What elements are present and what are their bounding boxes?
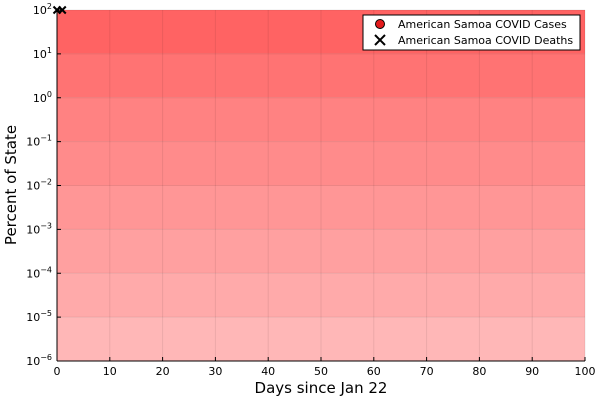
y-tick-label: 10−6: [26, 353, 52, 368]
x-tick-label: 80: [472, 365, 486, 378]
x-axis-title: Days since Jan 22: [255, 379, 388, 397]
legend: American Samoa COVID Cases American Samo…: [362, 14, 581, 51]
y-tick-label: 100: [33, 90, 52, 105]
x-tick-label: 20: [156, 365, 170, 378]
y-tick-label: 102: [33, 2, 52, 17]
x-tick-label: 90: [525, 365, 539, 378]
legend-box: [362, 14, 581, 51]
axes: [56, 9, 586, 362]
background-band: [57, 317, 585, 361]
y-tick-label: 10−1: [26, 134, 52, 149]
y-tick-label: 101: [33, 46, 52, 61]
x-tick-label: 100: [575, 365, 596, 378]
background-band: [57, 97, 585, 142]
x-tick-label: 0: [54, 365, 61, 378]
background-bands: [57, 10, 585, 361]
x-tick-label: 50: [314, 365, 328, 378]
data-marks: [52, 5, 67, 15]
legend-label-deaths: American Samoa COVID Deaths: [398, 34, 573, 47]
x-tick-label: 10: [103, 365, 117, 378]
y-tick-label: 10−4: [26, 265, 52, 280]
background-band: [57, 141, 585, 186]
background-band: [57, 185, 585, 230]
death-point: [58, 5, 67, 15]
x-tick-label: 60: [367, 365, 381, 378]
legend-marker-deaths: [374, 34, 386, 46]
y-axis-title: Percent of State: [2, 125, 20, 245]
background-band: [57, 229, 585, 274]
x-tick-label: 70: [420, 365, 434, 378]
x-tick-labels: 0 10 20 30 40 50 60 70 80 90 100: [54, 365, 596, 378]
background-band: [57, 53, 585, 98]
legend-label-cases: American Samoa COVID Cases: [398, 18, 567, 31]
legend-marker-cases: [375, 19, 385, 29]
x-tick-label: 40: [261, 365, 275, 378]
y-tick-labels: 10−6 10−5 10−4 10−3 10−2 10−1 100 101 102: [26, 2, 52, 368]
y-tick-label: 10−5: [26, 309, 52, 324]
x-tick-label: 30: [208, 365, 222, 378]
background-band: [57, 273, 585, 318]
y-tick-label: 10−3: [26, 221, 52, 236]
y-tick-label: 10−2: [26, 178, 52, 193]
